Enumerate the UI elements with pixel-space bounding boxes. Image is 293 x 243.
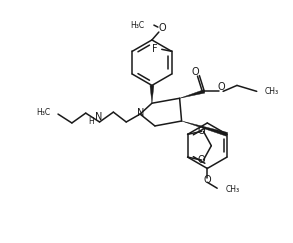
Polygon shape <box>182 121 228 136</box>
Text: N: N <box>137 108 145 118</box>
Text: O: O <box>158 23 166 33</box>
Text: F: F <box>152 44 158 54</box>
Polygon shape <box>180 90 205 98</box>
Text: N: N <box>95 112 102 122</box>
Text: O: O <box>198 126 205 136</box>
Text: O: O <box>203 175 211 185</box>
Text: H₃C: H₃C <box>130 21 144 30</box>
Text: CH₃: CH₃ <box>265 87 279 96</box>
Text: O: O <box>198 155 205 165</box>
Polygon shape <box>150 86 154 103</box>
Text: O: O <box>192 67 199 77</box>
Text: O: O <box>217 82 225 92</box>
Text: H: H <box>88 116 93 125</box>
Text: CH₃: CH₃ <box>226 185 240 194</box>
Text: H₃C: H₃C <box>36 108 50 117</box>
